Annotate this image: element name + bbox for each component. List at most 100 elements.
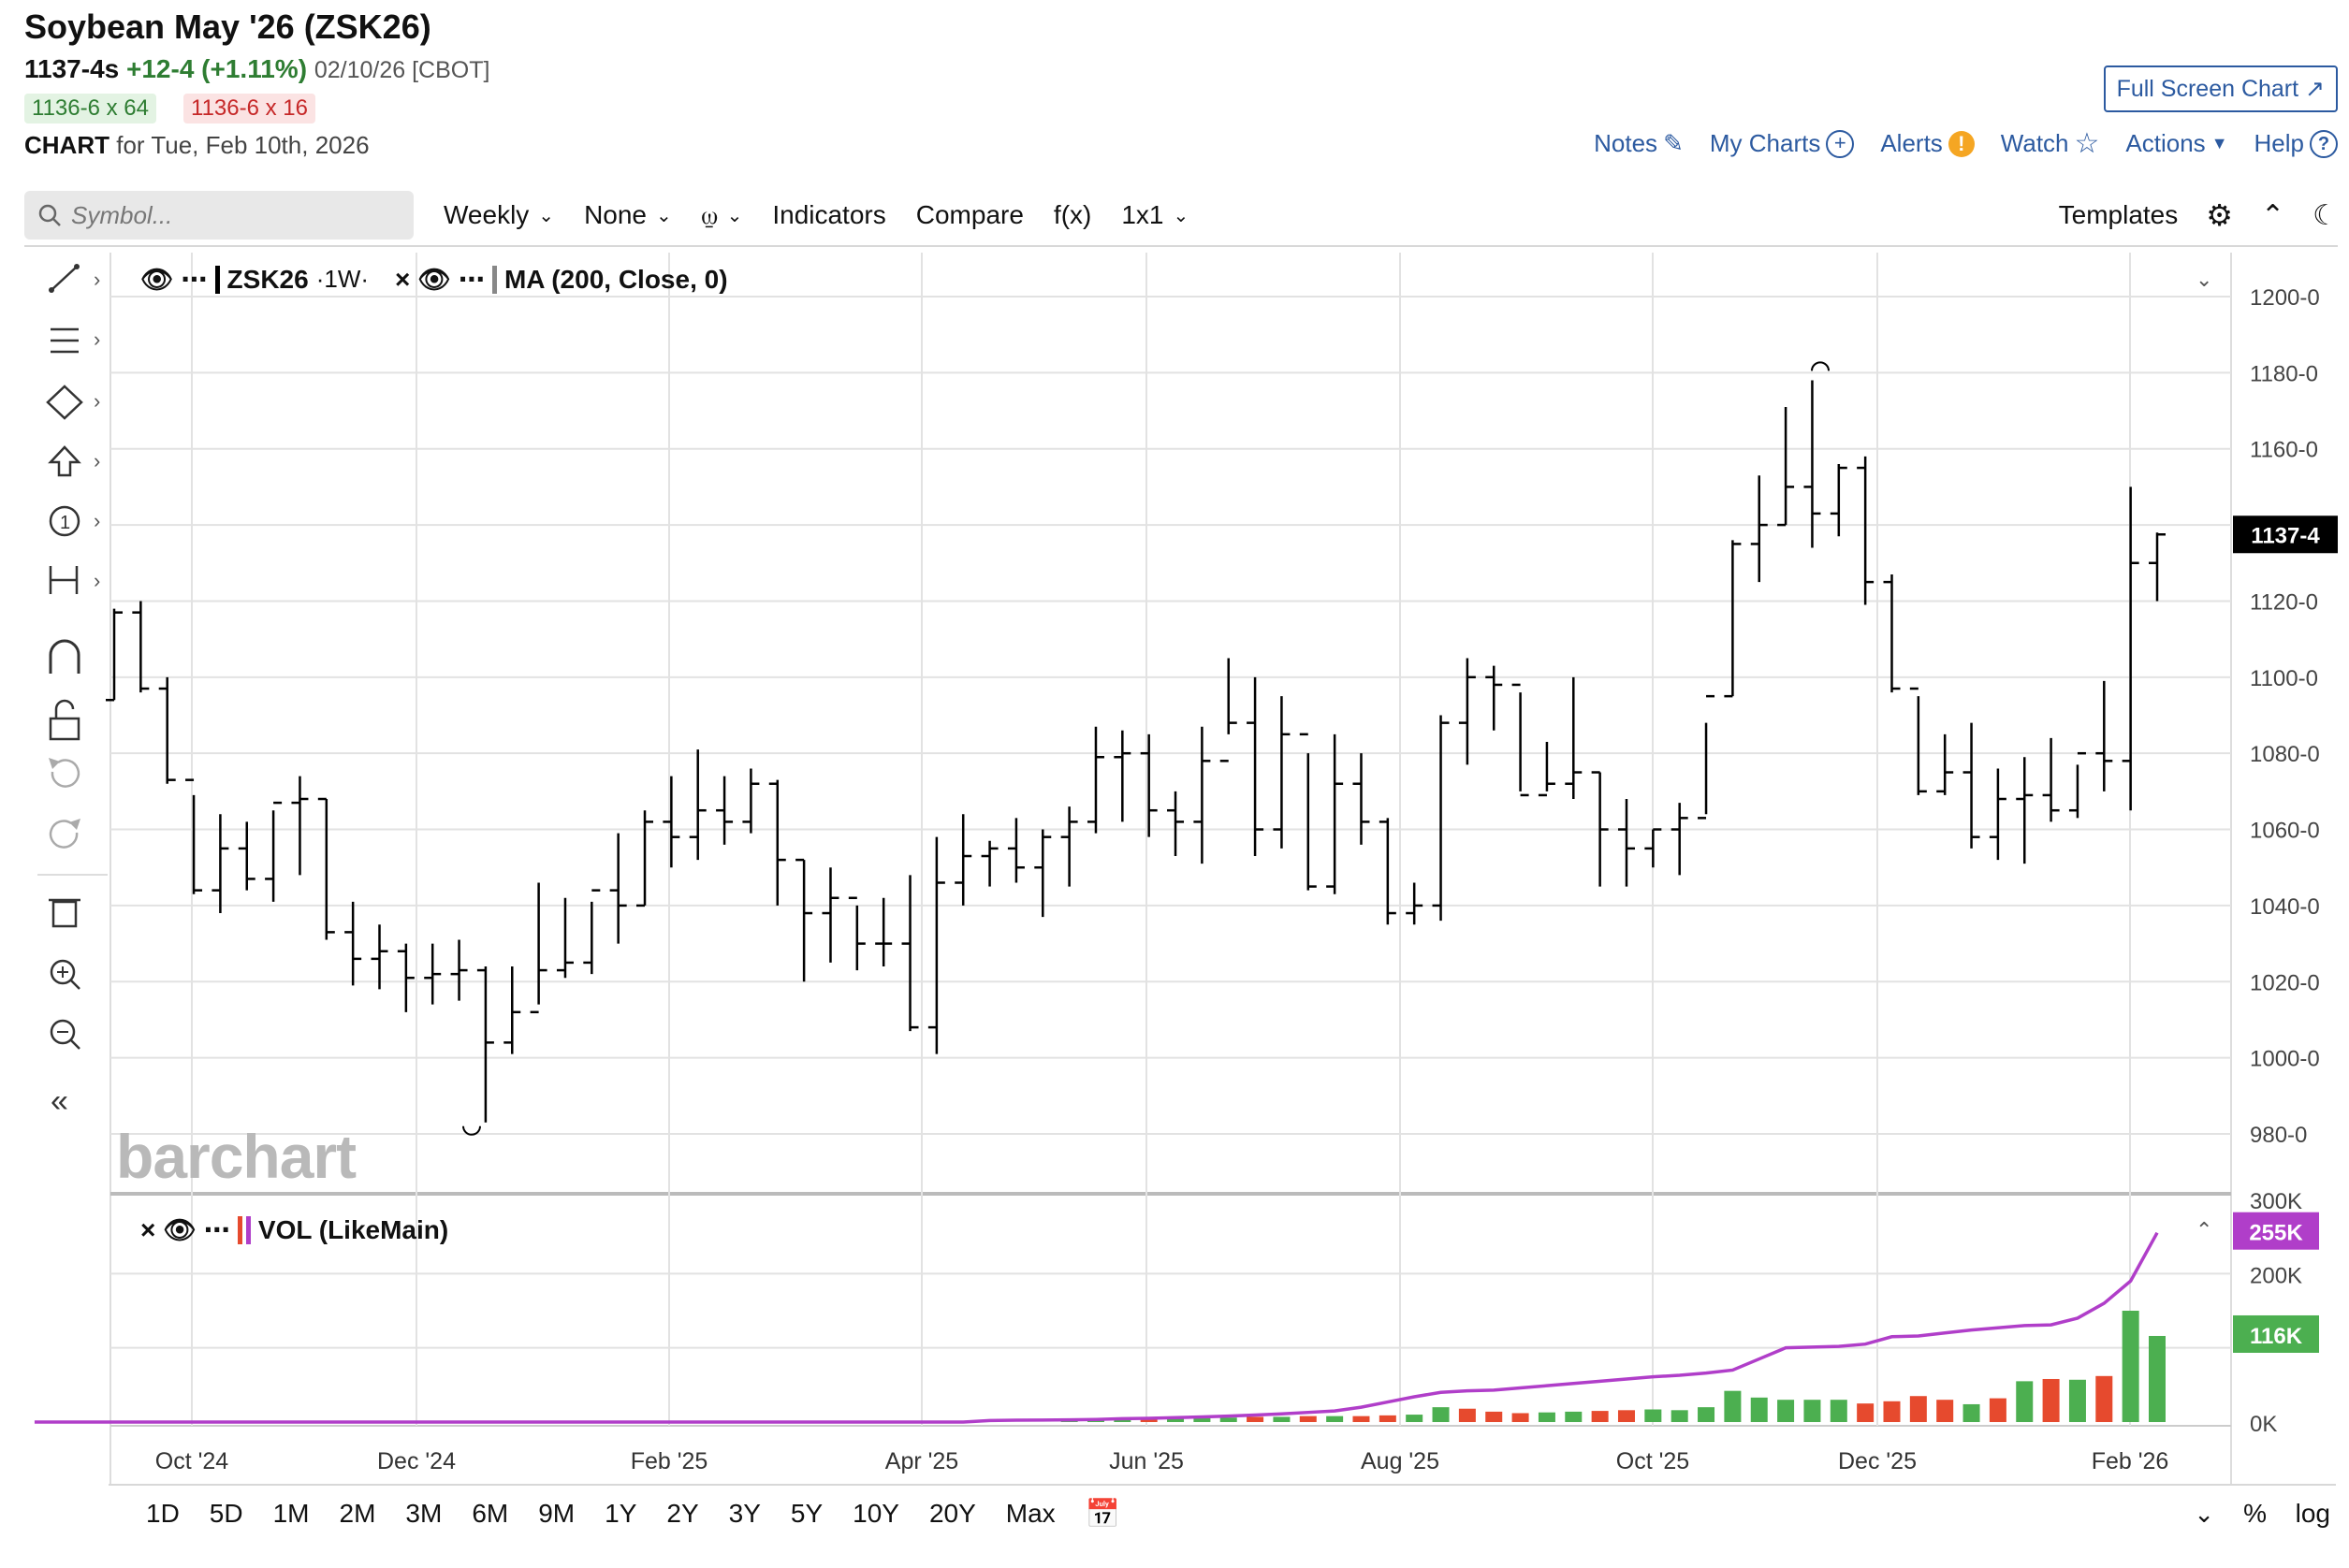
zoom-in-icon[interactable] — [50, 959, 80, 990]
last-price: 1137-4s — [24, 54, 120, 83]
trash-icon[interactable] — [49, 898, 80, 928]
close-icon[interactable]: × — [395, 264, 411, 294]
percent-toggle[interactable]: % — [2243, 1499, 2267, 1528]
chevron-down-icon[interactable]: ⌄ — [2196, 268, 2213, 291]
ohlc-bar — [530, 882, 547, 1014]
double-chevron-down-icon[interactable]: ⌄ — [2194, 1499, 2214, 1528]
eye-icon[interactable]: 👁 — [140, 265, 174, 294]
ohlc-bar — [212, 814, 229, 914]
range-button[interactable]: 3Y — [728, 1499, 761, 1528]
collapse-icon[interactable]: ⌃ — [2260, 199, 2285, 231]
overlay-label: None — [584, 200, 647, 229]
range-button[interactable]: 2M — [339, 1499, 376, 1528]
chart-type-select[interactable]: ⍹ ⌄ — [702, 200, 743, 231]
overlay-select[interactable]: None ⌄ — [584, 200, 672, 230]
arrow-tool-icon[interactable]: › — [48, 445, 100, 477]
bid-badge: 1136-6 x 64 — [24, 94, 156, 123]
gear-icon[interactable]: ⚙ — [2206, 198, 2233, 232]
number-tool-icon[interactable]: 1 › — [49, 505, 100, 537]
zoom-out-icon[interactable] — [50, 1019, 80, 1050]
collapse-panel-icon[interactable]: « — [51, 1083, 68, 1119]
ohlc-bar — [1989, 768, 2006, 861]
period-select[interactable]: Weekly ⌄ — [444, 200, 554, 230]
time-axis: Oct '24 Dec '24 Feb '25 Apr '25 Jun '25 Aug '… — [155, 1448, 2169, 1474]
more-icon[interactable]: ⋯ — [458, 265, 485, 294]
shape-tool-icon[interactable]: › — [46, 385, 100, 420]
fx-button[interactable]: f(x) — [1053, 200, 1092, 229]
watch-link[interactable]: Watch ☆ — [2001, 127, 2100, 160]
fib-tool-icon[interactable]: › — [51, 327, 100, 354]
close-icon[interactable]: × — [140, 1214, 156, 1244]
log-toggle[interactable]: log — [2295, 1499, 2330, 1528]
compare-button[interactable]: Compare — [915, 200, 1024, 229]
range-button[interactable]: 20Y — [928, 1499, 976, 1528]
ohlc-bar — [291, 776, 309, 876]
layout-label: 1x1 — [1121, 200, 1164, 229]
bottom-divider — [109, 1484, 2336, 1486]
ohlc-bar — [2095, 680, 2113, 791]
templates-button[interactable]: Templates — [2058, 200, 2179, 229]
range-button[interactable]: 9M — [538, 1499, 576, 1528]
price-axis: 1200-01180-01160-01140-01120-01100-01080… — [2233, 285, 2338, 1437]
actions-label: Actions — [2125, 129, 2206, 157]
range-button[interactable]: 10Y — [853, 1499, 899, 1528]
volume-bar — [1989, 1398, 2006, 1422]
trendline-tool-icon[interactable]: › — [49, 264, 100, 293]
ohlc-bar — [2149, 532, 2166, 602]
ohlc-bar — [1591, 771, 1609, 887]
range-button[interactable]: 5D — [209, 1499, 243, 1528]
range-button[interactable]: 1M — [272, 1499, 310, 1528]
volume-bar — [2042, 1378, 2060, 1422]
magnet-icon[interactable] — [49, 639, 80, 674]
top-links: Notes ✎ My Charts + Alerts! Watch ☆ Actions… — [1594, 127, 2338, 160]
volume-bar — [1698, 1407, 1715, 1422]
volume-bar — [1273, 1416, 1291, 1422]
ohlc-bar — [583, 889, 601, 975]
symbol-search[interactable]: Symbol... — [24, 191, 414, 240]
more-icon[interactable]: ⋯ — [203, 1215, 230, 1244]
full-screen-button[interactable]: Full Screen Chart ↗ — [2103, 65, 2338, 112]
ohlc-bar — [1007, 818, 1025, 883]
eye-icon[interactable]: 👁 — [163, 1215, 197, 1244]
indicators-button[interactable]: Indicators — [772, 200, 886, 229]
ohlc-bar — [1698, 694, 1715, 820]
help-link[interactable]: Help? — [2254, 129, 2338, 158]
chevron-up-icon[interactable]: ⌃ — [2196, 1218, 2213, 1241]
volume-bar — [1565, 1411, 1583, 1422]
lock-icon[interactable] — [49, 699, 80, 741]
ohlc-bar — [927, 836, 945, 1054]
ohlc-bar — [1909, 687, 1927, 795]
range-button[interactable]: 5Y — [790, 1499, 824, 1528]
redo-icon[interactable] — [49, 819, 80, 849]
ohlc-bar — [1326, 733, 1344, 894]
dark-mode-icon[interactable]: ☾ — [2313, 199, 2338, 231]
price-tick-label: 1060-0 — [2250, 819, 2320, 844]
range-button[interactable]: 6M — [472, 1499, 509, 1528]
range-button[interactable]: 1D — [146, 1499, 180, 1528]
ohlc-bar — [1750, 475, 1768, 583]
layout-select[interactable]: 1x1 ⌄ — [1121, 200, 1189, 230]
alerts-link[interactable]: Alerts! — [1880, 129, 1975, 158]
actions-menu[interactable]: Actions ▼ — [2125, 129, 2227, 158]
vol-tag-bg — [2233, 1314, 2319, 1353]
more-icon[interactable]: ⋯ — [181, 265, 208, 294]
my-charts-link[interactable]: My Charts + — [1710, 129, 1855, 158]
range-button[interactable]: 2Y — [666, 1499, 699, 1528]
ohlc-bar — [1193, 726, 1211, 864]
ohlc-bar — [609, 833, 627, 944]
ohlc-bar — [185, 778, 203, 894]
undo-icon[interactable] — [49, 758, 80, 788]
ohlc-bar — [1538, 741, 1555, 797]
measure-tool-icon[interactable]: › — [49, 566, 100, 594]
range-button[interactable]: 3M — [405, 1499, 443, 1528]
chart-label: CHART — [24, 131, 109, 159]
notes-link[interactable]: Notes ✎ — [1594, 129, 1684, 158]
star-icon: ☆ — [2074, 128, 2100, 159]
time-tick-label: Aug '25 — [1361, 1448, 1439, 1474]
eye-icon[interactable]: 👁 — [417, 265, 451, 294]
high-marker — [1811, 361, 1830, 371]
volume-bar — [1167, 1418, 1185, 1422]
range-button[interactable]: Max — [1005, 1499, 1056, 1528]
calendar-icon[interactable]: 📅 — [1085, 1498, 1121, 1530]
range-button[interactable]: 1Y — [605, 1499, 637, 1528]
